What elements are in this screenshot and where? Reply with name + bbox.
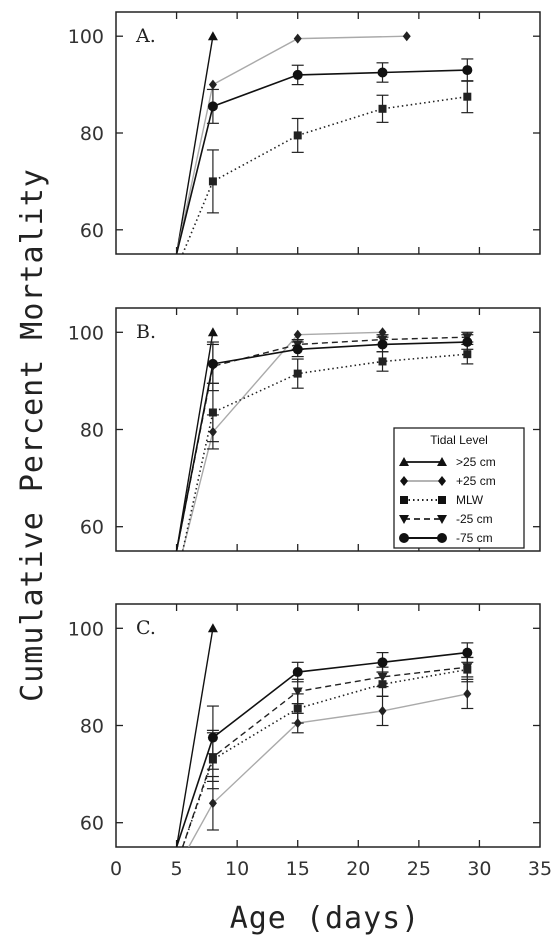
data-point-m25 (292, 687, 303, 697)
legend-marker-m75 (399, 533, 409, 543)
series-group (175, 327, 474, 551)
legend-label-p25: +25 cm (456, 474, 496, 488)
data-point-p25 (463, 688, 472, 699)
legend-marker-mlw (400, 496, 408, 504)
legend-label-m25: -25 cm (456, 512, 493, 526)
legend-marker-gt25 (437, 457, 447, 466)
chart-panel-a: 60 80 100 A. (68, 11, 541, 255)
series-line-p25 (181, 331, 383, 551)
legend-marker-mlw (438, 496, 446, 504)
series-line-m75 (175, 651, 468, 847)
data-point-mlw (463, 350, 472, 359)
x-tick-label: 35 (528, 858, 552, 880)
data-point-mlw (378, 104, 387, 113)
y-tick-label: 80 (80, 420, 104, 442)
legend-label-mlw: MLW (456, 493, 484, 507)
series-line-gt25 (175, 332, 214, 551)
data-point-m75 (207, 358, 218, 369)
series-line-mlw (181, 668, 468, 847)
data-point-m75 (462, 647, 473, 658)
legend-label-gt25: >25 cm (456, 455, 496, 469)
data-point-m75 (292, 667, 303, 678)
x-tick-label: 30 (467, 858, 491, 880)
data-point-mlw (208, 177, 217, 186)
series-line-m25 (181, 666, 468, 847)
series-line-gt25 (175, 36, 214, 254)
data-point-m75 (292, 69, 303, 80)
series-line-m75 (175, 69, 468, 254)
series-group (175, 31, 474, 254)
series-line-p25 (188, 693, 468, 847)
panel-label: C. (136, 617, 156, 639)
data-point-m75 (207, 101, 218, 112)
legend: Tidal Level >25 cm +25 cm MLW -25 cm -75 cm (393, 427, 525, 549)
x-tick-label: 15 (286, 858, 310, 880)
data-point-m75 (377, 339, 388, 350)
data-point-mlw (293, 704, 302, 713)
legend-marker-m25 (437, 515, 447, 524)
data-point-p25 (378, 705, 387, 716)
x-tick-label: 5 (171, 858, 183, 880)
x-tick-label: 0 (110, 858, 122, 880)
y-tick-label: 100 (68, 322, 104, 344)
chart-panel-b: 60 80 100 B. Tidal Level >25 cm +25 cm MLW -25 c… (68, 307, 541, 552)
legend-marker-m25 (399, 515, 409, 524)
plot-frame (115, 11, 541, 255)
y-tick-label: 60 (80, 220, 104, 242)
data-point-mlw (293, 131, 302, 140)
legend-marker-m75 (437, 533, 447, 543)
data-point-p25 (208, 798, 217, 809)
series-line-mlw (181, 95, 468, 254)
data-point-p25 (293, 329, 302, 340)
data-point-m75 (377, 67, 388, 78)
legend-title: Tidal Level (430, 433, 488, 447)
y-axis-title: Cumulative Percent Mortality (15, 168, 50, 702)
y-tick-label: 100 (68, 618, 104, 640)
legend-marker-p25 (438, 476, 446, 486)
panel-label: A. (135, 25, 156, 47)
data-point-gt25 (207, 327, 218, 337)
data-point-p25 (402, 31, 411, 42)
data-point-m75 (292, 344, 303, 355)
y-tick-label: 60 (80, 517, 104, 539)
data-point-p25 (293, 33, 302, 44)
data-point-m75 (462, 65, 473, 76)
data-point-mlw (293, 369, 302, 378)
y-tick-label: 80 (80, 716, 104, 738)
legend-marker-p25 (400, 476, 408, 486)
data-point-m25 (377, 672, 388, 682)
plot-frame (115, 603, 541, 848)
data-point-gt25 (207, 623, 218, 633)
x-tick-label: 10 (225, 858, 249, 880)
data-point-mlw (208, 408, 217, 417)
data-point-mlw (463, 92, 472, 101)
data-point-m25 (462, 663, 473, 673)
data-point-m75 (207, 732, 218, 743)
legend-marker-gt25 (399, 457, 409, 466)
data-point-gt25 (207, 31, 218, 41)
data-point-m75 (377, 657, 388, 668)
x-tick-label: 20 (346, 858, 370, 880)
panel-label: B. (136, 321, 156, 343)
x-axis-title: Age (days) (230, 901, 421, 936)
chart-panel-c: 60 80 100 0 5 10 15 20 25 30 35 C. (68, 603, 552, 880)
series-group (175, 623, 474, 847)
series-line-gt25 (175, 628, 214, 847)
x-tick-label: 25 (407, 858, 431, 880)
y-tick-label: 100 (68, 26, 104, 48)
data-point-p25 (208, 79, 217, 90)
legend-label-m75: -75 cm (456, 531, 493, 545)
y-tick-label: 60 (80, 813, 104, 835)
legend-box (393, 427, 525, 549)
data-point-mlw (378, 357, 387, 366)
series-line-p25 (175, 35, 407, 254)
y-tick-label: 80 (80, 123, 104, 145)
data-point-m75 (462, 337, 473, 348)
